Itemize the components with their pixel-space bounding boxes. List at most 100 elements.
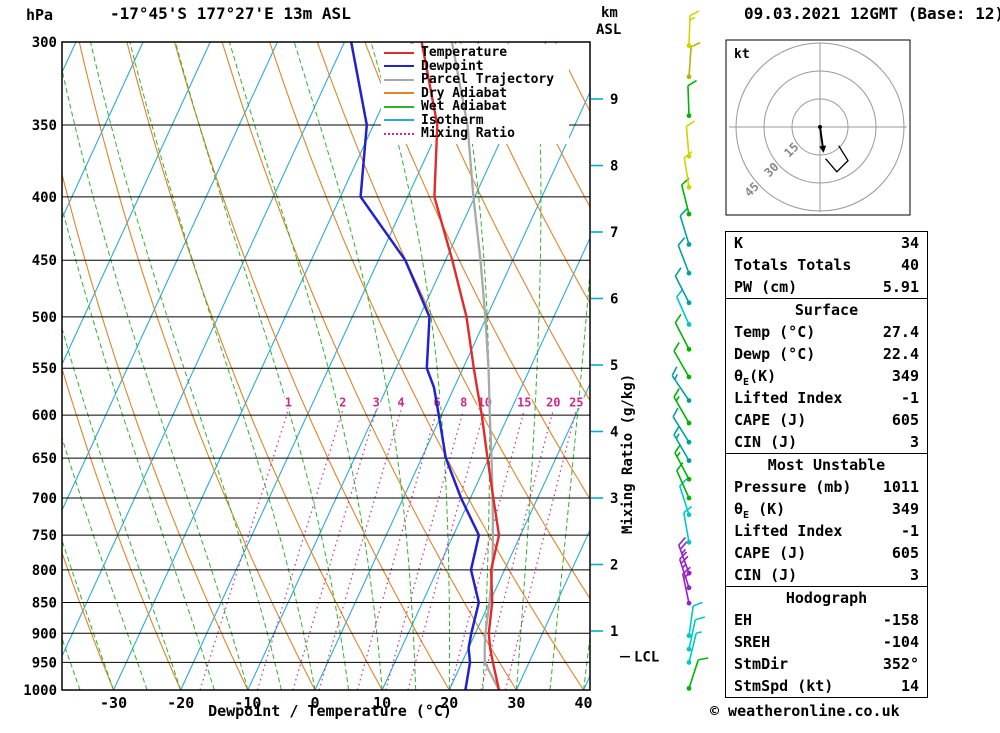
legend-item: Dry Adiabat [384,87,554,101]
km-tick-label: 1 [610,624,618,640]
wind-barb [673,425,692,464]
table-row-value: -158 [882,611,919,629]
pressure-axis-labels: 300 350 400 450 500 550 600 650 700 750 800 850 900 9… [23,35,57,699]
station-title: -17°45'S 177°27'E 13m ASL [110,4,351,23]
legend-line-sample [384,119,414,122]
storm-motion-arrowhead [819,145,827,153]
hodograph-ring [791,98,849,156]
pressure-tick-label: 950 [32,655,57,671]
table-row: PW (cm) 5.91 [726,276,927,298]
table-row-label: StmSpd (kt) [734,677,834,695]
km-tick-label: 3 [610,491,618,507]
table-row: EH -158 [726,609,927,631]
temperature-tick-label: -30 [100,694,127,712]
wind-barb [686,601,703,639]
wind-barb [686,41,701,80]
legend-item-label: Parcel Trajectory [421,72,555,88]
indices-table: K 34 Totals Totals 40 PW (cm) 5.91 Surface Temp… [725,231,928,698]
pressure-tick-label: 900 [32,626,57,642]
table-row: K 34 [726,232,927,254]
mixing-ratio-lines [199,410,577,690]
altitude-axis-unit-km: km [601,5,618,21]
km-tick-label: 4 [610,425,618,441]
table-row-label: StmDir [734,655,789,673]
storm-motion-arrow [819,126,825,150]
table-row-value: 605 [891,411,919,429]
table-row-value: -1 [900,522,919,540]
table-row: Temp (°C) 27.4 [726,321,927,343]
table-row: CIN (J) 3 [726,431,927,453]
legend-item-label: Dewpoint [421,58,484,74]
pressure-tick-label: 700 [32,491,57,507]
mixing-ratio-value-label: 3 [373,396,380,410]
indices-section: K 34 Totals Totals 40 PW (cm) 5.91 [725,231,928,299]
table-row-label: CAPE (J) [734,544,807,562]
wind-barb [681,566,692,606]
isotherm-lines [62,42,590,690]
legend-item: Isotherm [384,114,554,128]
table-row-label: Totals Totals [734,256,852,274]
table-row-label: Dewp (°C) [734,345,816,363]
km-tick-label: 6 [610,292,618,308]
table-row-label: EH [734,611,753,629]
pressure-tick-label: 400 [32,190,57,206]
wind-barb-column [671,10,709,691]
legend-line-sample [384,78,414,81]
km-tick-label: 5 [610,358,618,374]
wind-barb [673,388,692,426]
lcl-label: LCL [634,650,659,666]
table-row-label: θE(K) [734,367,777,388]
indices-section: Most Unstable Pressure (mb) 1011 θE (K) 349 L… [725,453,928,587]
table-row-value: 14 [900,677,919,695]
indices-section-header: Surface [794,301,859,319]
table-row-value: -1 [900,389,919,407]
temperature-axis-labels: -30 -20 -10 0 10 20 30 40 [100,694,593,712]
temperature-tick-label: -20 [167,694,194,712]
legend-item: Temperature [384,46,554,60]
table-row: Dewp (°C) 22.4 [726,343,927,365]
legend-item-label: Mixing Ratio [421,126,515,142]
table-row: Lifted Index -1 [726,520,927,542]
legend-line-sample [384,92,414,95]
indices-section-header: Hodograph [785,589,868,607]
legend-item-label: Isotherm [421,112,484,128]
indices-section: Surface Temp (°C) 27.4 Dewp (°C) 22.4 θE(K) 34… [725,298,928,454]
table-row: CAPE (J) 605 [726,409,927,431]
table-row: SREH -104 [726,631,927,653]
legend-item-label: Dry Adiabat [421,85,508,101]
pressure-tick-label: 550 [32,361,57,377]
table-row-value: 3 [909,433,919,451]
indices-section-header: Most Unstable [767,456,886,474]
copyright: © weatheronline.co.uk [710,702,900,720]
hodograph-unit-label: kt [734,47,750,62]
wind-barb [680,177,692,217]
pressure-tick-label: 650 [32,451,57,467]
wind-barb [686,10,700,48]
legend-item-label: Temperature [421,45,508,61]
table-row: CIN (J) 3 [726,564,927,586]
pressure-tick-label: 750 [32,528,57,544]
table-row-value: 34 [900,234,919,252]
pressure-tick-label: 500 [32,310,57,326]
hodograph-ring [735,42,905,212]
wind-barb [674,313,692,352]
pressure-gridlines [62,42,590,690]
table-row: StmDir 352° [726,653,927,675]
mixing-ratio-labels: 1 2 3 4 6 8 10 15 20 25 [283,394,585,411]
temperature-tick-label: 20 [440,694,458,712]
dewpoint-curve [349,42,481,690]
wind-barb [679,208,692,247]
wind-barb [672,407,692,445]
wind-barb [676,462,692,501]
altitude-axis: 1 2 3 4 5 6 7 8 9 [591,92,618,640]
plot-frame [61,41,591,691]
temperature-tick-label: 30 [507,694,525,712]
table-row: CAPE (J) 605 [726,542,927,564]
table-row: Totals Totals 40 [726,254,927,276]
mixing-ratio-value-label: 20 [546,396,560,410]
table-row-value: 40 [900,256,919,274]
km-tick-label: 2 [610,558,618,574]
table-row-value: 3 [909,566,919,584]
table-row-value: 349 [891,367,919,385]
